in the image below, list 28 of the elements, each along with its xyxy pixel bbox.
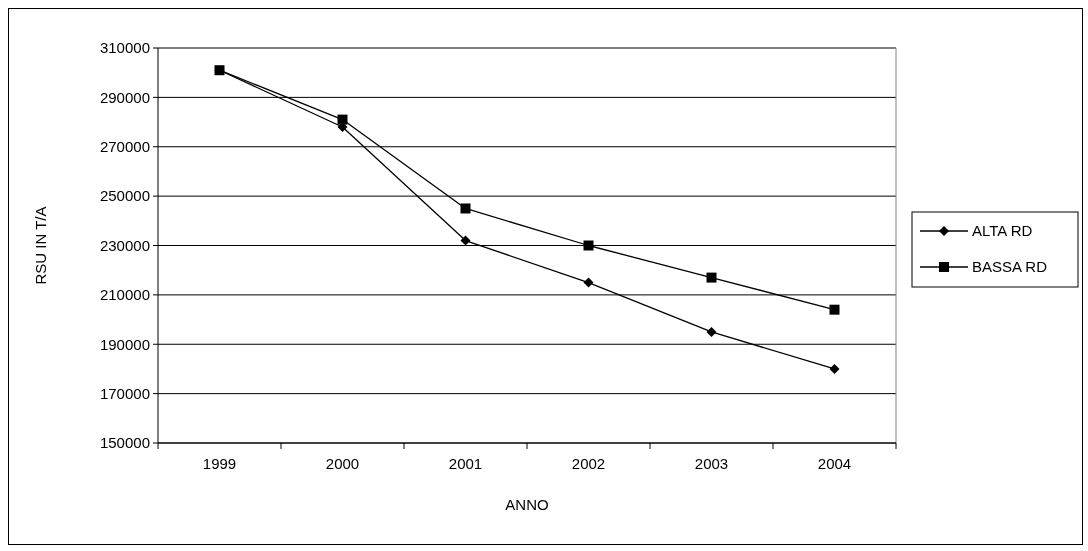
point — [583, 277, 594, 288]
point — [460, 203, 471, 214]
x-tick-label: 2004 — [817, 455, 852, 472]
y-tick-label: 150000 — [99, 434, 150, 452]
y-tick-label: 310000 — [99, 39, 150, 57]
legend-label: BASSA RD — [972, 258, 1048, 276]
y-axis-title: RSU IN T/A — [32, 206, 49, 285]
x-tick-label: 2002 — [571, 455, 606, 472]
point — [829, 304, 840, 315]
y-tick-label: 210000 — [99, 286, 150, 304]
y-tick-label: 170000 — [99, 384, 150, 402]
y-tick-label: 250000 — [99, 187, 150, 205]
y-tick-label: 270000 — [99, 138, 150, 155]
point — [829, 363, 840, 374]
point — [706, 326, 717, 337]
y-tick-label: 230000 — [99, 236, 150, 254]
point — [706, 272, 717, 283]
x-tick-label: 1999 — [202, 455, 237, 472]
x-tick-label: 2003 — [694, 455, 729, 472]
legend-label: ALTA RD — [972, 222, 1033, 240]
y-tick-label: 190000 — [99, 335, 150, 353]
y-tick-label: 290000 — [99, 88, 150, 106]
x-tick-label: 2000 — [325, 455, 360, 472]
point — [460, 235, 471, 246]
point — [583, 240, 594, 251]
x-axis-title: ANNO — [505, 496, 549, 513]
point — [337, 114, 348, 125]
x-tick-label: 2001 — [448, 455, 483, 472]
